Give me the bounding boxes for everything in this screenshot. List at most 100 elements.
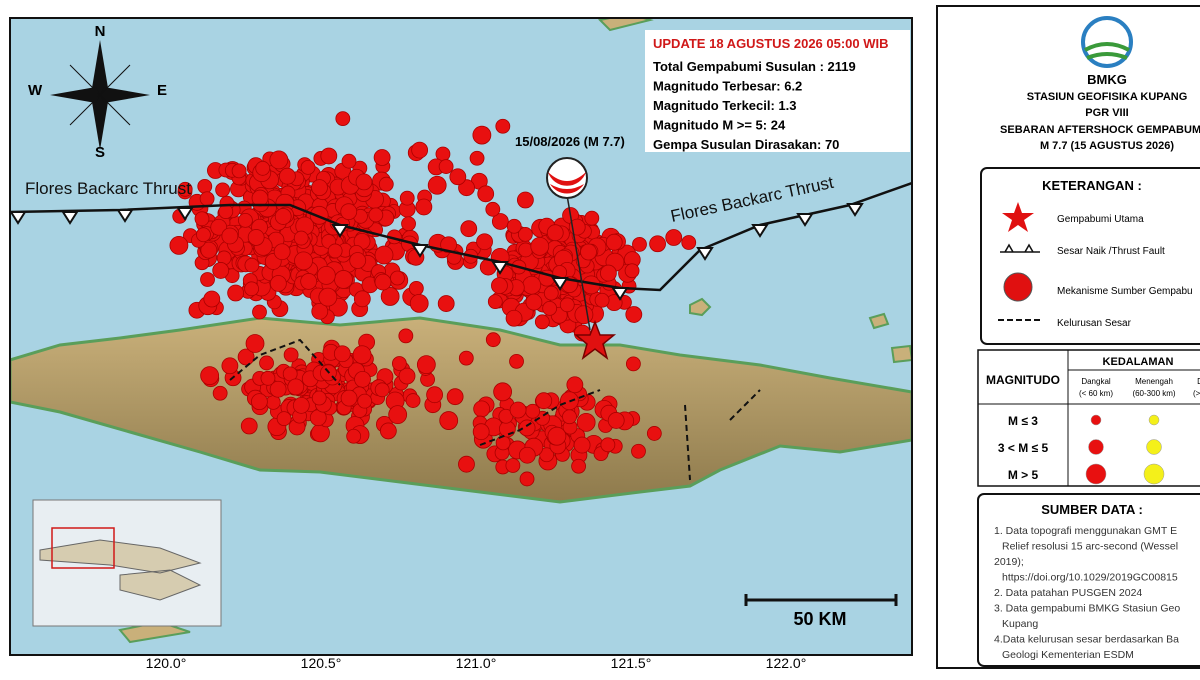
sources-title: SUMBER DATA : xyxy=(1041,502,1143,517)
aftershock xyxy=(269,275,287,292)
lon-label: 121.0° xyxy=(456,655,497,671)
aftershock xyxy=(580,243,597,261)
legend-beachball xyxy=(1003,272,1033,302)
aftershock xyxy=(566,376,584,394)
depth-symbol xyxy=(1143,463,1165,485)
magnitude-row: M > 5 xyxy=(1008,468,1039,482)
aftershock xyxy=(646,426,662,441)
aftershock xyxy=(340,203,358,221)
aftershock xyxy=(401,216,416,232)
source-item: Relief resolusi 15 arc-second (Wessel xyxy=(1002,541,1178,553)
thrust-tooth xyxy=(411,244,429,258)
aftershock xyxy=(279,167,296,185)
aftershock xyxy=(212,385,228,401)
aftershock xyxy=(519,471,535,487)
aftershock xyxy=(599,264,617,282)
fault-label: Flores Backarc Thrust xyxy=(25,179,191,198)
aftershock xyxy=(252,304,267,320)
aftershock xyxy=(571,458,586,474)
source-item: 1. Data topografi menggunakan GMT E xyxy=(994,525,1177,537)
aftershock xyxy=(237,348,255,366)
aftershock xyxy=(487,294,503,310)
aftershock xyxy=(273,243,291,261)
aftershock xyxy=(438,159,454,174)
thrust-tooth xyxy=(551,277,569,291)
aftershock xyxy=(576,412,596,432)
aftershock xyxy=(485,201,501,217)
aftershock xyxy=(293,230,309,246)
aftershock xyxy=(530,236,550,256)
depth-table xyxy=(977,349,1200,487)
depth-column: Menengah xyxy=(1135,377,1173,386)
aftershock xyxy=(199,191,215,207)
source-item: Kupang xyxy=(1002,618,1038,630)
aftershock xyxy=(247,229,265,246)
aftershock xyxy=(390,270,405,286)
source-item: https://doi.org/10.1029/2019GC00815 xyxy=(1002,572,1178,584)
thrust-tooth xyxy=(611,287,629,301)
map-border xyxy=(9,17,913,656)
aftershock xyxy=(458,455,475,473)
depth-symbol xyxy=(1088,439,1104,455)
aftershock xyxy=(446,388,464,406)
aftershock xyxy=(517,226,533,242)
aftershock xyxy=(408,280,424,296)
compass-e: E xyxy=(157,82,167,99)
aftershock xyxy=(624,263,640,279)
aftershock xyxy=(460,220,478,238)
aftershock xyxy=(405,393,421,408)
thrust-tooth xyxy=(796,213,814,227)
aftershock xyxy=(221,357,239,375)
aftershock xyxy=(539,447,555,463)
aftershock xyxy=(493,382,513,402)
aftershock xyxy=(353,290,371,308)
aftershock xyxy=(341,153,357,169)
aftershock xyxy=(607,412,625,429)
islet xyxy=(118,18,912,644)
depth-column: Dangkal xyxy=(1081,377,1111,386)
aftershock xyxy=(469,150,485,166)
aftershock xyxy=(437,295,455,312)
aftershock xyxy=(334,270,353,289)
panel-title: M 7.7 (15 AGUSTUS 2026) xyxy=(1040,140,1174,152)
aftershock xyxy=(605,233,623,251)
aftershock xyxy=(440,236,457,254)
aftershock xyxy=(245,334,265,353)
aftershock xyxy=(505,309,523,327)
lineament xyxy=(229,338,341,386)
aftershock xyxy=(210,218,228,236)
aftershock xyxy=(269,380,287,398)
thrust-fault xyxy=(10,181,912,292)
aftershock xyxy=(411,141,429,159)
aftershock xyxy=(416,355,436,375)
aftershock xyxy=(231,163,247,179)
aftershock xyxy=(380,287,400,306)
aftershock xyxy=(352,345,372,365)
aftershock xyxy=(240,417,258,435)
legend-item: Mekanisme Sumber Gempabu xyxy=(1057,286,1193,297)
aftershock xyxy=(378,176,394,192)
depth-column: (60-300 km) xyxy=(1132,389,1175,398)
legend-title: KETERANGAN : xyxy=(1042,178,1142,193)
aftershock xyxy=(260,370,276,386)
aftershock xyxy=(473,400,491,418)
aftershock xyxy=(491,213,509,230)
lon-labels: 120.0° 120.5° 121.0° 121.5° 122.0° xyxy=(146,655,807,671)
aftershock xyxy=(255,160,271,176)
magnitude-row: M ≤ 3 xyxy=(1008,414,1038,428)
aftershock xyxy=(374,245,394,265)
aftershock xyxy=(518,446,536,464)
aftershock xyxy=(244,257,260,273)
aftershock xyxy=(505,458,521,473)
aftershock xyxy=(177,181,193,197)
legend-item: Gempabumi Utama xyxy=(1057,214,1144,225)
depth-table-body: Dangkal (< 60 km) Menengah (60-300 km) D (> 3… xyxy=(998,377,1200,485)
aftershock xyxy=(562,409,577,425)
aftershock xyxy=(516,191,534,209)
logo-mark xyxy=(1084,42,1130,60)
depth-column: D xyxy=(1197,377,1200,386)
aftershock xyxy=(197,178,213,194)
aftershock xyxy=(200,272,215,287)
compass-w: W xyxy=(28,82,43,99)
aftershock xyxy=(542,300,558,316)
